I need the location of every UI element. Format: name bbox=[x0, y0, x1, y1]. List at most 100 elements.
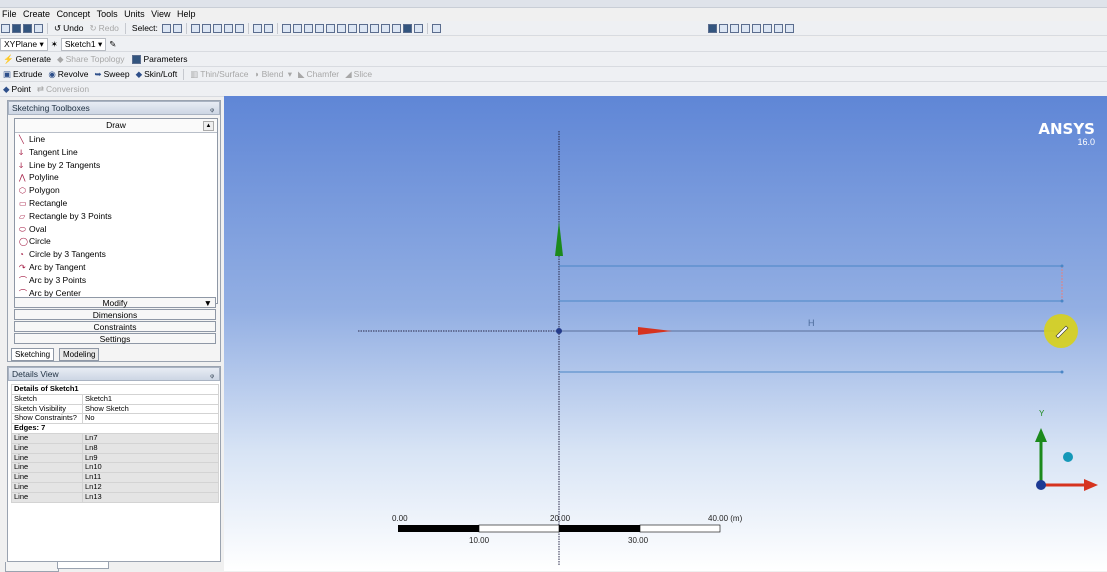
zoom-box-icon[interactable] bbox=[336, 23, 346, 33]
select-body-icon[interactable] bbox=[223, 23, 233, 33]
menu-concept[interactable]: Concept bbox=[56, 9, 91, 19]
redo-button[interactable]: ↻ Redo bbox=[86, 22, 121, 34]
menu-file[interactable]: File bbox=[2, 9, 17, 19]
point-button[interactable]: ◆ Point bbox=[0, 83, 34, 95]
edge-style-icon-6[interactable] bbox=[784, 23, 794, 33]
details-row[interactable]: Line Ln8 bbox=[11, 442, 219, 454]
dimensions-toolbox-button[interactable]: Dimensions bbox=[14, 309, 216, 320]
display-model-icon[interactable] bbox=[707, 23, 717, 33]
sweep-button[interactable]: ➥ Sweep bbox=[91, 68, 132, 80]
constraints-toolbox-button[interactable]: Constraints bbox=[14, 321, 216, 332]
draw-tool-polyline[interactable]: ⋀ Polyline bbox=[15, 171, 217, 184]
select-edge-icon[interactable] bbox=[201, 23, 211, 33]
edge-style-icon-2[interactable] bbox=[740, 23, 750, 33]
details-row[interactable]: Line Ln9 bbox=[11, 452, 219, 464]
tab-modeling[interactable]: Modeling bbox=[59, 348, 100, 361]
conversion-button[interactable]: ⇄ Conversion bbox=[34, 83, 92, 95]
select-filter-icon[interactable] bbox=[172, 23, 182, 33]
rotate-icon[interactable] bbox=[281, 23, 291, 33]
undo-button[interactable]: ↺ Undo bbox=[51, 22, 86, 34]
details-row[interactable]: Edges: 7 bbox=[11, 423, 219, 434]
pan-icon[interactable] bbox=[292, 23, 302, 33]
print-preview-tab[interactable] bbox=[57, 562, 109, 569]
menu-units[interactable]: Units bbox=[124, 9, 145, 19]
draw-tool-tangent-line[interactable]: ↆ Tangent Line bbox=[15, 146, 217, 159]
select-cursor-icon[interactable] bbox=[161, 23, 171, 33]
blend-button[interactable]: ◗ Blend ▾ bbox=[254, 68, 292, 80]
new-plane-button[interactable]: ✶ bbox=[48, 38, 61, 50]
x-icon[interactable] bbox=[252, 23, 262, 33]
details-row[interactable]: Line Ln11 bbox=[11, 472, 219, 483]
slice-button[interactable]: ◢ Slice bbox=[342, 68, 375, 80]
scroll-up-icon[interactable]: ▲ bbox=[203, 121, 214, 131]
draw-tool-arc-by-tangent[interactable]: ↷ Arc by Tangent bbox=[15, 261, 217, 274]
pin-icon[interactable]: ᵩ bbox=[210, 369, 214, 379]
sketch-dropdown[interactable]: Sketch1 ▾ bbox=[60, 37, 107, 51]
color-icon[interactable] bbox=[718, 23, 728, 33]
extrude-button[interactable]: ▣ Extrude bbox=[0, 68, 45, 80]
details-row[interactable]: Details of Sketch1 bbox=[11, 384, 219, 395]
draw-tool-circle[interactable]: ◯Circle bbox=[15, 235, 217, 248]
draw-tool-polygon[interactable]: ⬡ Polygon bbox=[15, 184, 217, 197]
select-face-icon[interactable] bbox=[212, 23, 222, 33]
details-row[interactable]: Sketch Sketch1 bbox=[11, 393, 219, 405]
menu-create[interactable]: Create bbox=[23, 9, 51, 19]
grid-icon[interactable] bbox=[263, 23, 273, 33]
point-view-icon[interactable] bbox=[413, 23, 423, 33]
look-at-icon[interactable] bbox=[369, 23, 379, 33]
edge-style-icon-4[interactable] bbox=[762, 23, 772, 33]
plane-dropdown[interactable]: XYPlane ▾ bbox=[0, 37, 48, 51]
chamfer-button[interactable]: ◣ Chamfer bbox=[295, 68, 342, 80]
new-file-icon[interactable] bbox=[1, 23, 10, 33]
new-sketch-button[interactable]: ✎ bbox=[106, 38, 119, 50]
parameters-button[interactable]: Parameters bbox=[128, 53, 191, 65]
draw-tool-arc-by-3-points[interactable]: ⌒ Arc by 3 Points bbox=[15, 274, 217, 287]
zoom-icon[interactable] bbox=[303, 23, 313, 33]
zoom-fit-icon[interactable] bbox=[347, 23, 357, 33]
revolve-button[interactable]: ◉ Revolve bbox=[45, 68, 91, 80]
settings-toolbox-button[interactable]: Settings bbox=[14, 333, 216, 344]
draw-toolbox-header[interactable]: Draw ▲ bbox=[15, 119, 217, 133]
display-icon[interactable] bbox=[380, 23, 390, 33]
draw-tool-rectangle-by-3-points[interactable]: ▱ Rectangle by 3 Points bbox=[15, 210, 217, 223]
details-row[interactable]: Line Ln7 bbox=[11, 432, 219, 444]
sketch-canvas[interactable]: H Y 0.00 20.00 40.00 (m) 10.00 30.00 bbox=[224, 96, 1107, 571]
pin-icon[interactable]: ᵩ bbox=[210, 103, 214, 113]
axis-icon[interactable] bbox=[391, 23, 401, 33]
draw-tool-line-by-2-tangents[interactable]: ↆ Line by 2 Tangents bbox=[15, 159, 217, 172]
share-topology-button[interactable]: ◆ Share Topology bbox=[54, 53, 127, 65]
zoom-in-icon[interactable] bbox=[314, 23, 324, 33]
thin-surface-button[interactable]: ▥ Thin/Surface bbox=[187, 68, 251, 80]
edge-style-icon-1[interactable] bbox=[729, 23, 739, 33]
draw-tool-label: Line bbox=[29, 134, 46, 144]
open-file-icon[interactable] bbox=[12, 23, 21, 33]
tab-sketching[interactable]: Sketching bbox=[11, 348, 55, 361]
menu-help[interactable]: Help bbox=[177, 9, 196, 19]
display-toggle-icon[interactable] bbox=[431, 23, 441, 33]
draw-tool-line[interactable]: ╲ Line bbox=[15, 133, 217, 146]
details-row[interactable]: Line Ln10 bbox=[11, 462, 219, 474]
save-icon[interactable] bbox=[23, 23, 32, 33]
details-row[interactable]: Line Ln12 bbox=[11, 481, 219, 493]
generate-button[interactable]: ⚡ Generate bbox=[0, 53, 54, 65]
draw-tool-oval[interactable]: ⬭ Oval bbox=[15, 223, 217, 236]
menu-view[interactable]: View bbox=[151, 9, 171, 19]
draw-tool-arc-by-center[interactable]: ⌒ Arc by Center bbox=[15, 287, 217, 300]
menu-tools[interactable]: Tools bbox=[96, 9, 118, 19]
select-point-icon[interactable] bbox=[190, 23, 200, 33]
screenshot-icon[interactable] bbox=[34, 23, 43, 33]
draw-tool-circle-by-3-tangents[interactable]: ◔ Circle by 3 Tangents bbox=[15, 248, 217, 261]
extend-selection-icon[interactable] bbox=[234, 23, 244, 33]
graphics-viewport[interactable]: H Y 0.00 20.00 40.00 (m) 10.00 30.00 ANS… bbox=[224, 96, 1107, 571]
isometric-icon[interactable] bbox=[402, 23, 412, 33]
details-row[interactable]: Line Ln13 bbox=[11, 491, 219, 503]
draw-tool-rectangle[interactable]: ▭ Rectangle bbox=[15, 197, 217, 210]
edge-style-icon-5[interactable] bbox=[773, 23, 783, 33]
magnifier-icon[interactable] bbox=[358, 23, 368, 33]
modify-toolbox-button[interactable]: Modify ▼ bbox=[14, 297, 216, 308]
rectangle-icon: ▭ bbox=[19, 198, 27, 208]
skin-loft-button[interactable]: ◆ Skin/Loft bbox=[133, 68, 181, 80]
sketch-y-arrow-icon bbox=[555, 221, 563, 256]
edge-style-icon-3[interactable] bbox=[751, 23, 761, 33]
zoom-out-icon[interactable] bbox=[325, 23, 335, 33]
